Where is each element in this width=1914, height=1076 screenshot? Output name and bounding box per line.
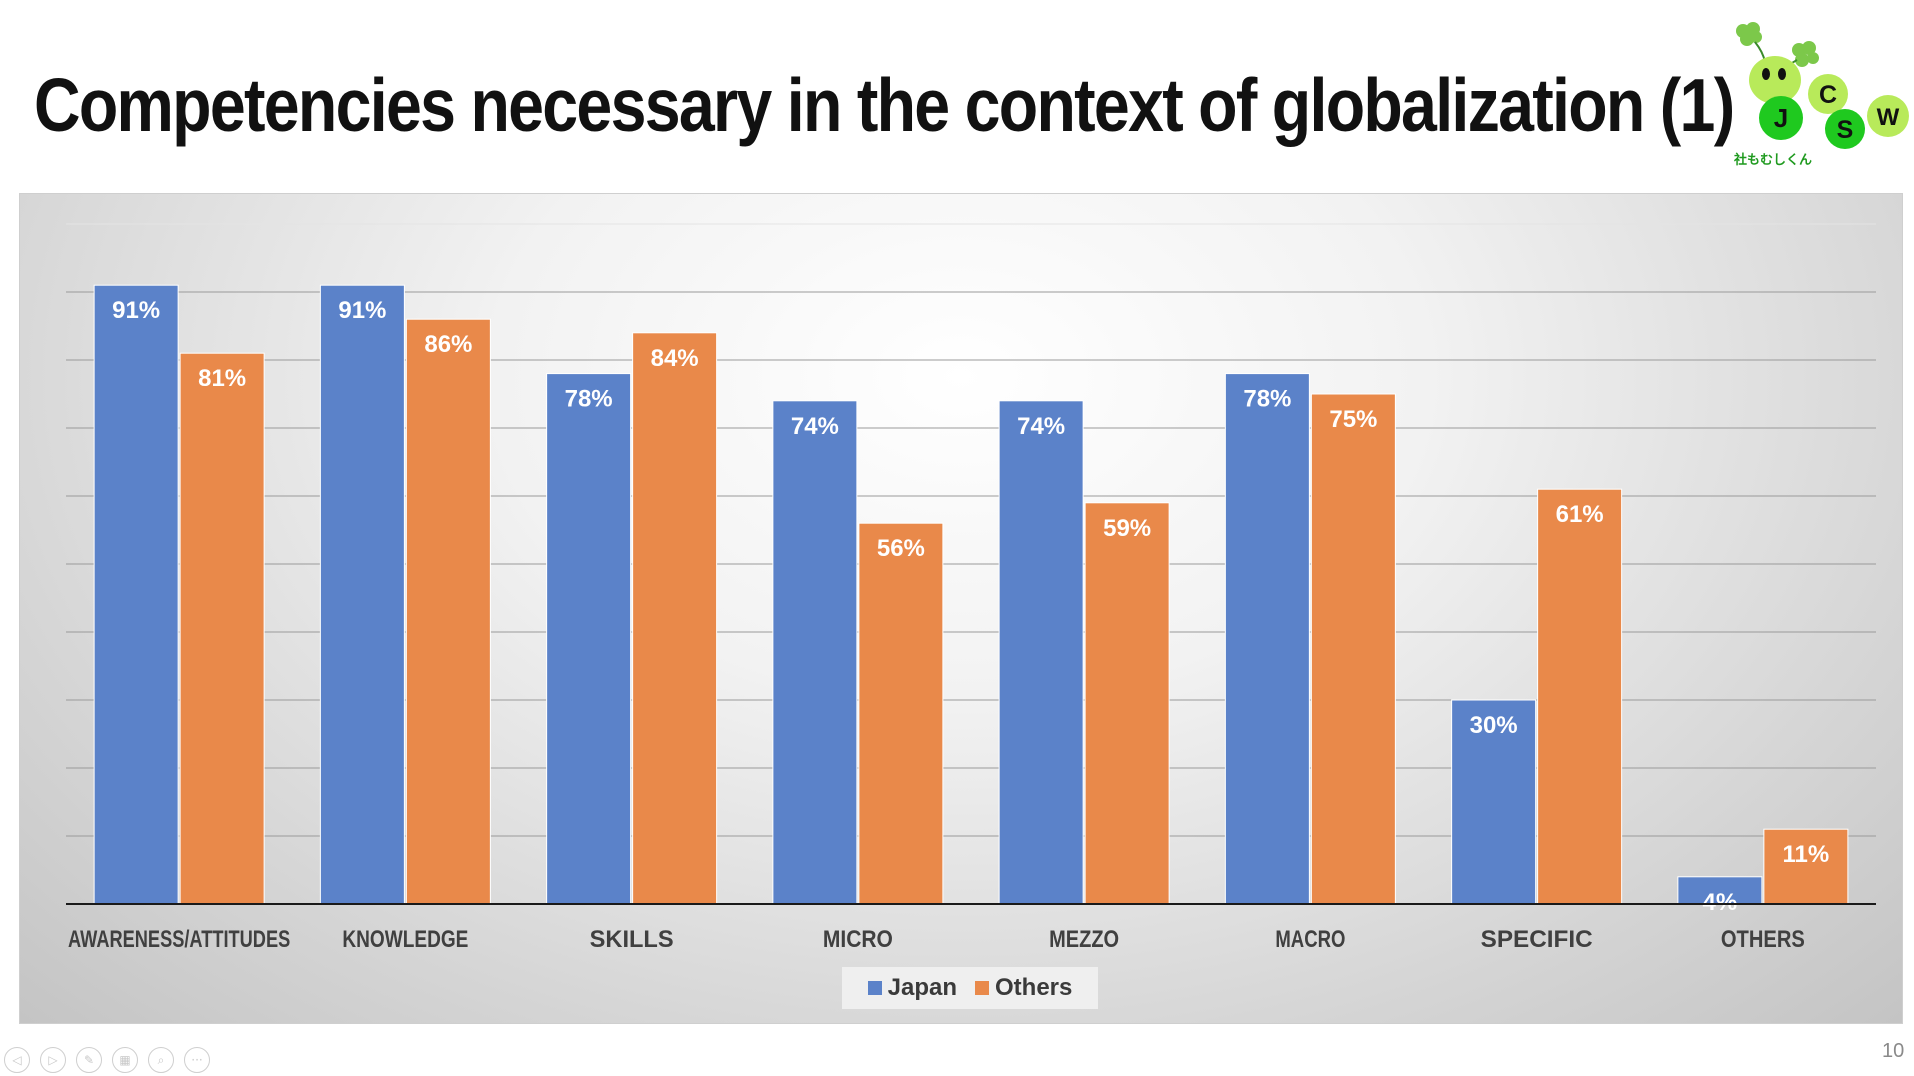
bar-japan-awareness-attitudes <box>93 284 179 905</box>
more-icon[interactable]: ··· <box>184 1047 210 1073</box>
logo-letter: J <box>1774 103 1788 133</box>
bar-others-knowledge <box>405 318 491 905</box>
bar-japan-mezzo <box>998 400 1084 905</box>
logo-letter: W <box>1877 104 1900 131</box>
bar-others-skills <box>632 332 718 905</box>
clover-icon <box>1792 41 1819 67</box>
x-tick-label: SPECIFIC <box>1481 926 1593 953</box>
bar-others-mezzo <box>1084 502 1170 905</box>
x-tick-label: OTHERS <box>1721 926 1805 953</box>
data-label: 84% <box>651 345 699 372</box>
bar-others-awareness-attitudes <box>179 352 265 905</box>
x-tick-label: MACRO <box>1275 926 1345 953</box>
bar-others-specific <box>1537 488 1623 905</box>
chart-legend: Japan Others <box>842 967 1098 1009</box>
logo-caption: 社もむしくん <box>1733 152 1812 168</box>
legend-item-others: Others <box>975 974 1072 1002</box>
bar-chart: 91% 81% 91% 86% 78% 84% 74% 56% 74% 59% 78% 75% 30% 6… <box>66 223 1876 953</box>
x-tick-label: AWARENESS/ATTITUDES <box>68 926 290 953</box>
data-label: 75% <box>1329 406 1377 433</box>
legend-swatch-others <box>975 981 989 995</box>
next-icon[interactable]: ▷ <box>40 1047 66 1073</box>
data-label: 11% <box>1783 841 1830 868</box>
slideshow-toolbar: ◁ ▷ ✎ ▦ ⌕ ··· <box>4 1047 210 1073</box>
page-number: 10 <box>1882 1040 1905 1062</box>
legend-label-japan: Japan <box>887 974 957 1001</box>
logo-letter: C <box>1819 81 1837 109</box>
jcsw-logo: J C S W 社もむしくん <box>1733 22 1909 168</box>
x-axis: AWARENESS/ATTITUDES KNOWLEDGE SKILLS MICRO M… <box>66 903 1876 953</box>
bar-japan-knowledge <box>319 284 405 905</box>
previous-icon[interactable]: ◁ <box>4 1047 30 1073</box>
data-label: 59% <box>1103 515 1151 542</box>
data-label: 78% <box>1243 386 1291 413</box>
bar-japan-micro <box>772 400 858 905</box>
slide-title: Competencies necessary in the context of… <box>34 63 1735 147</box>
bars <box>93 284 1849 905</box>
chart-area: 91% 81% 91% 86% 78% 84% 74% 56% 74% 59% 78% 75% 30% 6… <box>19 193 1903 1024</box>
data-label: 81% <box>198 365 246 392</box>
slides-icon[interactable]: ▦ <box>112 1047 138 1073</box>
bar-others-macro <box>1310 393 1396 905</box>
data-labels: 91% 81% 91% 86% 78% 84% 74% 56% 74% 59% 78% 75% 30% 6… <box>112 297 1829 916</box>
data-label: 86% <box>424 331 472 358</box>
data-label: 56% <box>877 535 925 562</box>
bar-others-micro <box>858 522 944 905</box>
x-tick-label: KNOWLEDGE <box>342 926 468 953</box>
data-label: 91% <box>112 297 160 324</box>
legend-item-japan: Japan <box>867 974 957 1002</box>
bar-japan-macro <box>1224 373 1310 905</box>
data-label: 74% <box>1017 413 1065 440</box>
clover-icon <box>1736 22 1762 46</box>
bar-japan-specific <box>1451 699 1537 905</box>
zoom-icon[interactable]: ⌕ <box>148 1047 174 1073</box>
data-label: 91% <box>338 297 386 324</box>
pen-icon[interactable]: ✎ <box>76 1047 102 1073</box>
x-tick-label: MICRO <box>823 926 893 953</box>
data-label: 61% <box>1556 501 1604 528</box>
legend-swatch-japan <box>867 981 882 995</box>
legend-label-others: Others <box>995 974 1073 1001</box>
data-label: 30% <box>1470 712 1518 739</box>
data-label: 4% <box>1703 889 1738 916</box>
bar-japan-skills <box>546 373 632 905</box>
logo-letter: S <box>1837 116 1854 144</box>
x-tick-label: MEZZO <box>1049 926 1119 953</box>
x-tick-label: SKILLS <box>590 926 674 953</box>
data-label: 74% <box>791 413 839 440</box>
data-label: 78% <box>565 386 613 413</box>
